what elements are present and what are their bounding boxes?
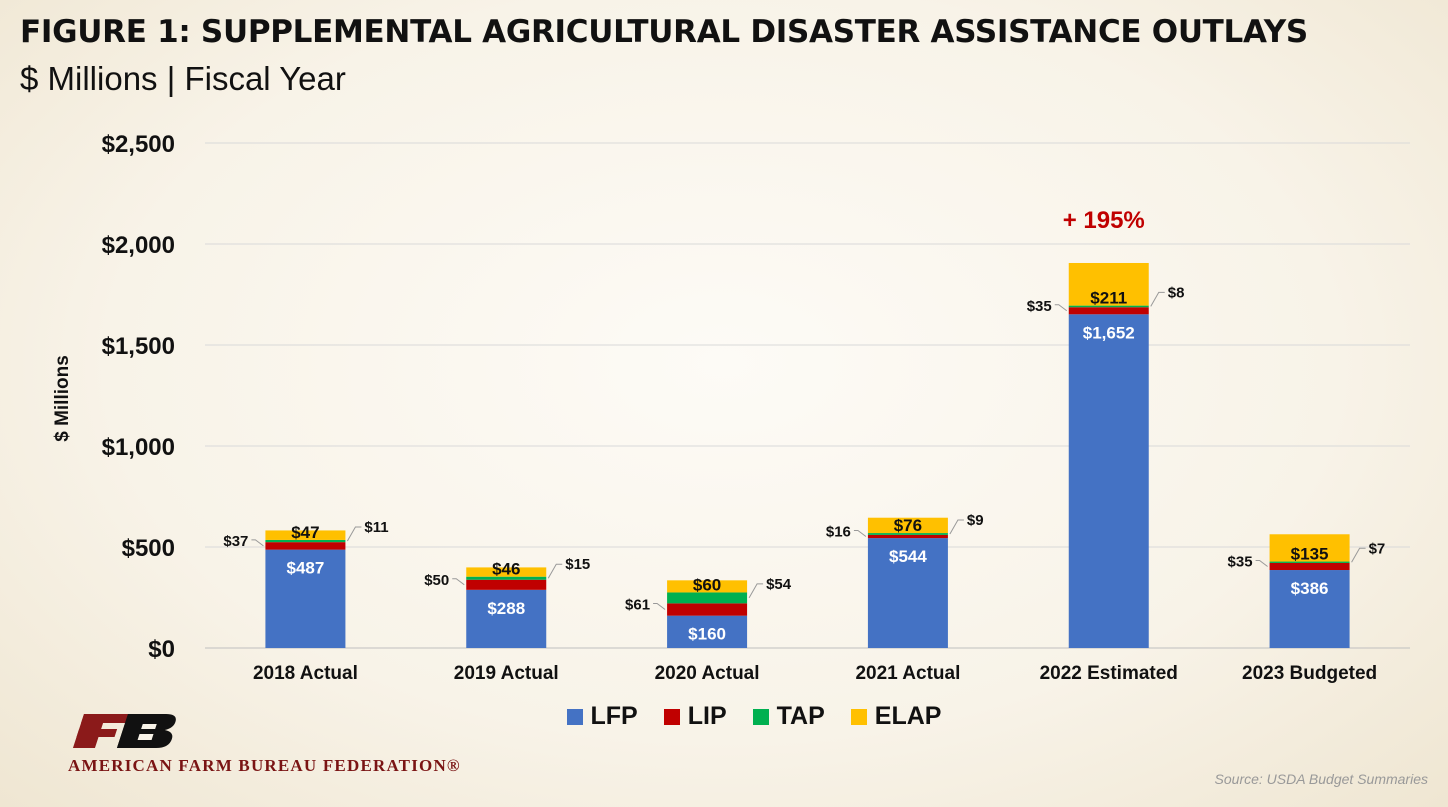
bar-segment-tap: [265, 539, 346, 543]
leader-line-tap: [949, 519, 964, 535]
bar-segment-lfp: [1269, 570, 1350, 648]
bar-segment-lip: [867, 534, 948, 539]
bar-segment-lip: [1269, 562, 1350, 571]
leader-line-tap: [748, 583, 764, 599]
y-tick-label: $1,000: [102, 434, 175, 461]
bar-segment-elap: [466, 567, 547, 577]
bar-segment-elap: [1269, 534, 1350, 562]
data-label-lfp: $386: [1291, 579, 1329, 598]
x-tick-label: 2023 Budgeted: [1242, 663, 1377, 684]
legend-label: ELAP: [874, 702, 942, 730]
data-label-lip: $35: [1027, 298, 1052, 315]
growth-annotation: + 195%: [1063, 207, 1145, 234]
data-label-tap: $11: [364, 519, 388, 536]
y-tick-label: $2,000: [102, 232, 175, 259]
farm-bureau-logo: [72, 714, 176, 748]
bar-segment-tap: [1068, 305, 1149, 308]
legend-item-lfp: LFP: [566, 702, 638, 731]
leader-line-lip: [452, 578, 465, 586]
bar-segment-lip: [265, 542, 346, 550]
y-tick-label: $0: [148, 636, 175, 663]
data-label-elap: $76: [894, 516, 922, 535]
legend-item-elap: ELAP: [850, 702, 942, 731]
data-label-elap: $211: [1090, 289, 1127, 308]
legend-item-tap: TAP: [752, 702, 825, 731]
data-label-lip: $37: [223, 533, 248, 550]
bar-segment-lfp: [667, 615, 748, 648]
x-tick-label: 2019 Actual: [454, 663, 559, 684]
x-tick-label: 2022 Estimated: [1040, 663, 1178, 684]
data-label-elap: $60: [693, 575, 721, 594]
leader-line-tap: [1150, 291, 1165, 307]
chart-legend: LFP LIP TAP ELAP: [0, 702, 1448, 731]
data-label-tap: $7: [1369, 540, 1386, 557]
data-label-tap: $15: [565, 556, 590, 573]
x-tick-label: 2021 Actual: [855, 663, 960, 684]
data-label-lip: $50: [424, 572, 449, 589]
legend-label: LFP: [590, 702, 638, 730]
bar-segment-tap: [867, 533, 948, 535]
bar-segment-elap: [1068, 262, 1149, 306]
data-label-lfp: $487: [287, 559, 325, 578]
bar-segment-elap: [667, 580, 748, 593]
y-tick-label: $500: [122, 535, 175, 562]
data-label-lfp: $288: [487, 599, 525, 618]
legend-swatch: [752, 708, 769, 725]
data-label-lfp: $1,652: [1083, 323, 1135, 342]
legend-swatch: [850, 708, 867, 725]
chart-subtitle: $ Millions | Fiscal Year: [20, 60, 346, 97]
stacked-bar-chart: $0 $500 $1,000 $1,500 $2,000 $2,500 $ Millions…: [52, 131, 1410, 684]
organization-name: AMERICAN FARM BUREAU FEDERATION®: [68, 756, 461, 775]
leader-line-tap: [1351, 547, 1366, 563]
x-tick-label: 2018 Actual: [253, 663, 358, 684]
data-label-lip: $61: [625, 597, 650, 614]
bar-segment-elap: [265, 530, 346, 540]
leader-line-lip: [251, 539, 264, 547]
y-axis-title: $ Millions: [52, 355, 73, 442]
leader-line-lip: [1255, 559, 1268, 567]
chart-title: FIGURE 1: SUPPLEMENTAL AGRICULTURAL DISA…: [20, 14, 1308, 50]
leader-line-tap: [547, 563, 563, 579]
leader-line-lip: [1054, 304, 1068, 312]
bar-segment-lfp: [1068, 314, 1149, 648]
y-tick-label: $1,500: [102, 333, 175, 360]
bar-segment-elap: [867, 517, 948, 534]
bar-segment-lfp: [867, 538, 948, 648]
data-label-lip: $35: [1228, 553, 1253, 570]
source-note: Source: USDA Budget Summaries: [1214, 771, 1428, 787]
data-label-tap: $9: [967, 512, 984, 529]
x-tick-label: 2020 Actual: [655, 663, 760, 684]
legend-swatch: [566, 708, 583, 725]
bar-segment-tap: [1269, 561, 1350, 563]
data-label-elap: $47: [291, 523, 319, 542]
y-tick-label: $2,500: [102, 131, 175, 158]
data-label-lfp: $544: [889, 547, 927, 566]
bar-segment-lfp: [466, 589, 547, 648]
bar-segment-tap: [667, 592, 748, 604]
leader-line-lip: [653, 603, 666, 610]
data-label-elap: $46: [492, 560, 520, 579]
bar-segment-tap: [466, 576, 547, 580]
data-label-lfp: $160: [688, 625, 726, 644]
leader-line-lip: [853, 529, 867, 537]
legend-label: TAP: [776, 702, 825, 730]
legend-item-lip: LIP: [663, 702, 727, 731]
data-label-tap: $54: [766, 576, 792, 593]
bar-segment-lfp: [265, 549, 346, 648]
legend-swatch: [663, 708, 680, 725]
data-label-elap: $135: [1291, 545, 1329, 564]
leader-line-tap: [346, 526, 362, 542]
data-label-tap: $8: [1168, 284, 1185, 301]
legend-label: LIP: [687, 702, 727, 730]
bar-segment-lip: [466, 579, 547, 590]
bar-segment-lip: [667, 603, 748, 616]
bar-segment-lip: [1068, 307, 1149, 315]
data-label-lip: $16: [826, 523, 851, 540]
